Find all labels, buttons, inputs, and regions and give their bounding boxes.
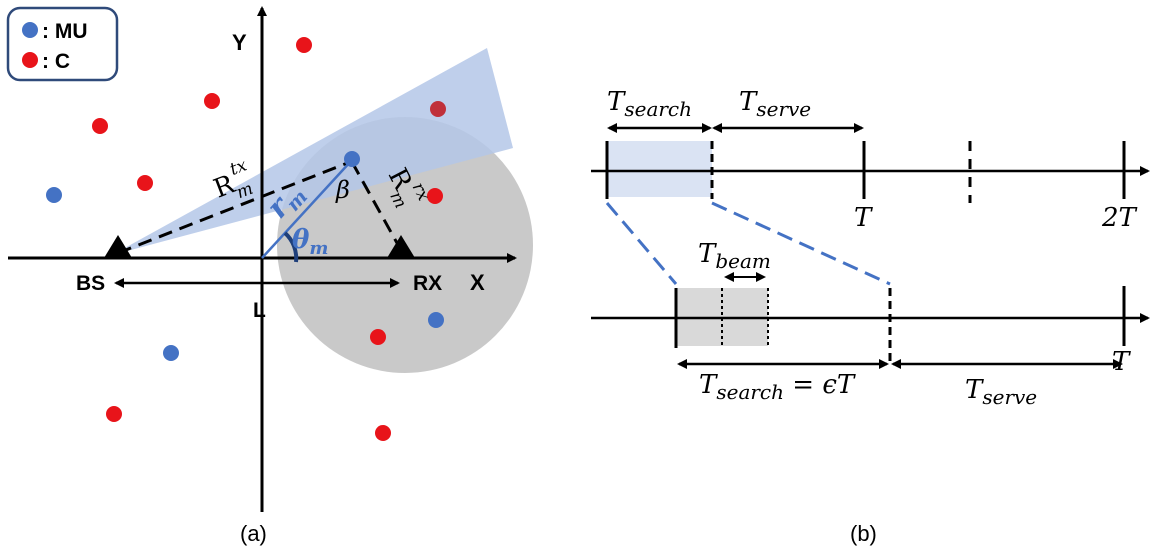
c-node	[427, 188, 443, 204]
bs-triangle	[104, 235, 132, 258]
r-tx-line	[117, 160, 351, 255]
caption-b: (b)	[850, 521, 877, 546]
c-node	[137, 175, 153, 191]
mu-node	[428, 312, 444, 328]
r-rx-line	[350, 161, 399, 244]
t-serve-label: Tserve	[739, 87, 811, 121]
mu-node	[46, 187, 62, 203]
c-node	[204, 93, 220, 109]
bs-label: BS	[76, 272, 105, 295]
t-end-label: T	[1112, 347, 1131, 377]
c-node	[370, 329, 386, 345]
two-t-label: 2T	[1101, 203, 1138, 233]
t-serve-lower-label: Tserve	[965, 375, 1037, 409]
t-label: T	[854, 203, 873, 233]
panel-b: Tsearch Tserve T 2T Tbeam Tsearch = ϵT T…	[591, 87, 1150, 546]
search-interval-fill	[607, 141, 712, 197]
panel-a: : MU : C Y X BS RX L Rmtx Rmrx rm θm	[6, 6, 533, 546]
l-label: L	[253, 299, 266, 322]
t-search-label: Tsearch	[607, 87, 692, 121]
c-node	[430, 101, 446, 117]
zoom-line-left	[605, 202, 678, 285]
c-node	[296, 37, 312, 53]
caption-a: (a)	[240, 521, 267, 546]
rx-label: RX	[413, 272, 442, 295]
theta-arc	[283, 231, 299, 263]
rx-triangle	[387, 235, 415, 258]
mu-node-target	[344, 151, 360, 167]
c-node	[92, 118, 108, 134]
legend-c-dot	[22, 52, 38, 68]
zoom-line-right	[711, 201, 891, 286]
c-node	[106, 406, 122, 422]
beam-cone	[112, 48, 513, 255]
c-node	[375, 425, 391, 441]
legend-mu-label: : MU	[42, 20, 88, 43]
r-m-line	[261, 159, 353, 259]
beta-label: β	[335, 176, 350, 204]
axis-x-label: X	[470, 270, 485, 295]
axis-y-label: Y	[232, 30, 247, 55]
theta-label: θm	[292, 225, 328, 259]
mu-node	[163, 345, 179, 361]
legend-c-label: : C	[42, 50, 70, 73]
legend-mu-dot	[22, 22, 38, 38]
t-search-eq-label: Tsearch = ϵT	[699, 370, 856, 404]
t-beam-label: Tbeam	[698, 239, 771, 273]
